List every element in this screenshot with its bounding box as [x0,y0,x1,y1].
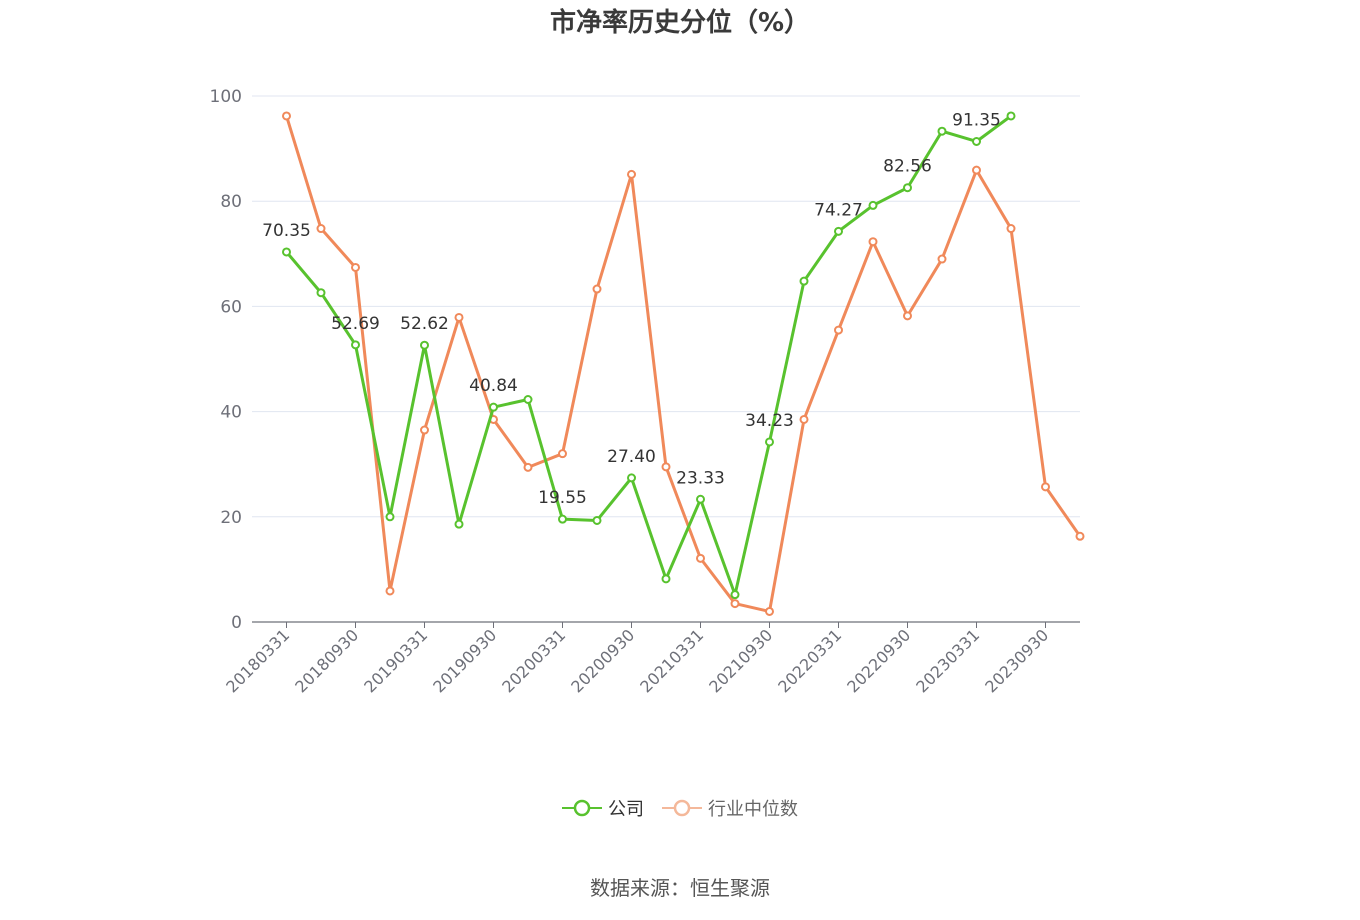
data-point [730,590,740,600]
legend-company-icon [562,799,602,817]
series-lines [282,111,1085,616]
data-label: 70.35 [262,221,311,241]
data-point [627,169,636,179]
data-point [696,553,705,563]
data-point [834,325,843,335]
data-point [558,514,567,524]
data-point [385,586,395,596]
data-label: 82.56 [883,157,932,177]
data-label: 40.84 [469,376,518,396]
data-point [420,425,429,435]
data-point [937,126,947,136]
data-point [351,262,360,272]
x-tick-label: 20210331 [636,625,707,696]
data-point [765,606,774,616]
data-source: 数据来源：恒生聚源 [590,876,770,900]
x-tick-label: 20200930 [567,625,638,696]
legend-label-company: 公司 [608,799,644,820]
data-label: 34.23 [745,411,794,431]
data-point [696,494,705,504]
data-point [661,462,671,472]
data-label: 52.62 [400,314,449,334]
y-tick-label: 0 [231,613,242,633]
data-point [316,224,326,234]
data-point [385,512,395,522]
x-tick-label: 20210930 [705,625,776,696]
data-point [282,111,291,121]
data-point [282,247,291,257]
x-tick-label: 20180331 [222,625,293,696]
legend-item-company[interactable]: 公司 [562,795,644,821]
axes: 0 20 40 60 80 100 2018033120180930201903312019… [210,87,1080,696]
legend-industry-icon [662,799,702,817]
data-label: 19.55 [538,488,587,508]
data-point [868,200,878,210]
data-point [316,288,326,298]
data-point [1006,224,1016,234]
data-point [1006,111,1016,121]
legend-label-industry: 行业中位数 [708,799,798,820]
data-point [592,284,602,294]
data-point [454,519,464,529]
data-label: 74.27 [814,200,863,220]
data-point [592,515,602,525]
data-labels: 70.35 52.69 52.62 40.84 19.55 27.40 23.33 34.23… [262,110,1001,508]
data-point [868,237,878,247]
legend-item-industry[interactable]: 行业中位数 [662,795,798,821]
data-label: 91.35 [952,110,1001,130]
data-point [1041,482,1050,492]
data-point [420,340,429,350]
x-tick-label: 20190331 [360,625,431,696]
data-point [454,312,464,322]
data-point [937,254,947,264]
data-point [799,414,809,424]
data-point [903,311,912,321]
data-point [834,226,843,236]
x-tick-label: 20200331 [498,625,569,696]
data-point [661,574,671,584]
y-tick-label: 100 [210,87,242,107]
y-tick-label: 20 [220,508,242,528]
x-tick-label: 20220930 [843,625,914,696]
x-tick-label: 20180930 [291,625,362,696]
x-tick-label: 20190930 [429,625,500,696]
legend: 公司 行业中位数 [0,795,1360,821]
data-point [903,183,912,193]
series-line [285,115,1082,613]
x-tick-label: 20230331 [912,625,983,696]
data-label: 23.33 [676,468,725,488]
data-point [351,340,360,350]
data-point [558,449,567,459]
data-point [627,473,636,483]
x-tick-label: 20220331 [774,625,845,696]
series-line [285,114,1012,597]
data-point [972,165,981,175]
data-point [523,462,533,472]
data-point [730,599,740,609]
chart-title: 市净率历史分位（%） [549,8,811,38]
data-point [765,437,774,447]
y-tick-label: 80 [220,192,242,212]
data-point [972,136,981,146]
y-tick-label: 40 [220,403,242,423]
data-label: 27.40 [607,447,656,467]
data-point [799,276,809,286]
x-tick-label: 20230930 [981,625,1052,696]
y-tick-label: 60 [220,297,242,317]
data-point [1075,531,1085,541]
data-point [523,395,533,405]
data-point [489,402,498,412]
data-label: 52.69 [331,314,380,334]
